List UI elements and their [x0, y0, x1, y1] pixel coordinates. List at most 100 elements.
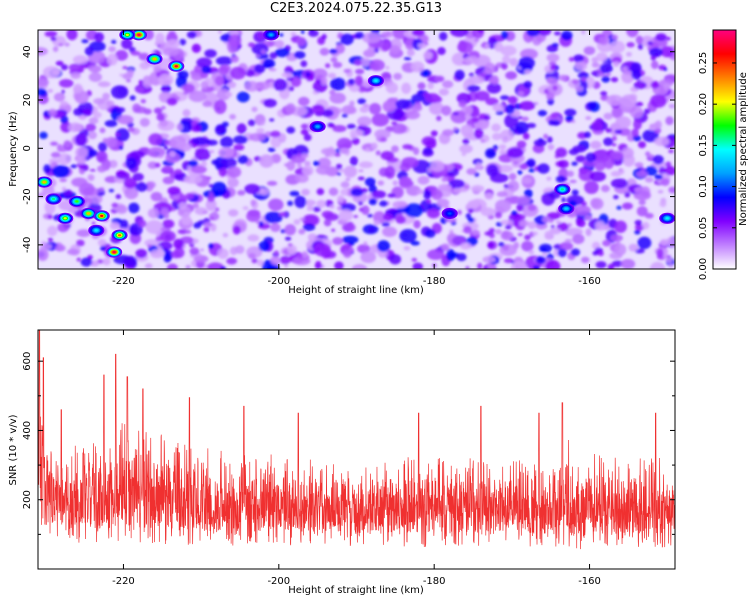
speckle-blob [346, 123, 356, 129]
speckle-blob [174, 168, 183, 175]
snr-line [38, 330, 675, 550]
speckle-blob [82, 109, 93, 117]
speckle-blob [659, 200, 667, 208]
speckle-blob [518, 219, 530, 227]
speckle-blob [323, 219, 332, 227]
speckle-blob [237, 190, 246, 196]
speckle-blob [284, 163, 289, 167]
speckle-blob [159, 230, 176, 242]
speckle-blob [504, 113, 519, 129]
speckle-blob [127, 127, 135, 133]
speckle-blob [636, 170, 648, 178]
speckle-blob [340, 181, 350, 189]
speckle-blob [374, 129, 391, 139]
speckle-blob [610, 170, 622, 177]
speckle-blob [364, 177, 376, 187]
speckle-blob [555, 147, 568, 158]
speckle-blob [533, 139, 547, 147]
speckle-blob [163, 252, 172, 263]
colorbar-gradient [712, 29, 737, 270]
speckle-blob [423, 92, 430, 98]
speckle-blob [584, 214, 593, 221]
speckle-blob [162, 47, 180, 57]
speckle-blob [466, 85, 481, 92]
speckle-blob [474, 119, 490, 131]
speckle-blob [115, 50, 129, 61]
speckle-blob [557, 248, 567, 258]
speckle-blob [124, 187, 139, 200]
speckle-blob [227, 177, 239, 188]
speckle-blob [125, 157, 137, 170]
speckle-blob [126, 79, 131, 83]
speckle-blob [205, 198, 217, 212]
speckle-blob [585, 228, 592, 237]
speckle-blob [110, 85, 129, 99]
speckle-blob [294, 195, 307, 209]
speckle-blob [635, 35, 643, 45]
speckle-blob [650, 261, 666, 269]
speckle-blob [227, 166, 242, 178]
speckle-blob [115, 194, 122, 200]
speckle-blob [221, 121, 229, 127]
speckle-blob [48, 237, 53, 242]
speckle-blob [474, 128, 484, 139]
speckle-blob [341, 222, 356, 233]
speckle-blob [70, 164, 77, 169]
speckle-blob [452, 188, 462, 194]
speckle-blob [270, 130, 281, 138]
speckle-blob [144, 239, 160, 247]
speckle-blob [526, 122, 537, 129]
speckle-blob [491, 123, 501, 132]
speckle-blob [492, 103, 504, 112]
speckle-blob [511, 210, 518, 216]
speckle-blob [460, 124, 474, 137]
speckle-blob [343, 68, 351, 74]
speckle-blob [610, 234, 623, 242]
spectrogram-speckle [38, 30, 675, 269]
speckle-blob [571, 189, 579, 196]
speckle-blob [423, 147, 433, 155]
x-tick-label: -180 [423, 276, 446, 287]
speckle-blob [336, 137, 353, 151]
speckle-blob [411, 30, 425, 37]
speckle-blob [555, 220, 562, 224]
speckle-blob [608, 40, 626, 54]
speckle-blob [441, 243, 450, 252]
speckle-blob [213, 210, 218, 214]
speckle-blob [533, 264, 541, 269]
speckle-blob [279, 33, 284, 37]
speckle-blob [436, 198, 450, 208]
spectrogram-x-label: Height of straight line (km) [288, 285, 424, 296]
speckle-blob [61, 64, 68, 71]
speckle-blob [620, 94, 637, 108]
speckle-blob [373, 47, 380, 53]
speckle-blob [89, 169, 96, 172]
hotspot [137, 33, 141, 36]
speckle-blob [314, 261, 322, 269]
speckle-blob [351, 264, 368, 269]
speckle-blob [99, 127, 106, 134]
speckle-blob [505, 224, 512, 230]
speckle-blob [523, 81, 533, 89]
speckle-blob [87, 149, 98, 157]
speckle-blob [471, 199, 481, 208]
speckle-blob [311, 104, 325, 115]
speckle-blob [442, 177, 448, 181]
speckle-blob [209, 216, 215, 221]
hotspot [269, 33, 273, 36]
speckle-blob [402, 144, 413, 150]
speckle-blob [301, 188, 310, 196]
snr-panel: -220 -200 -180 -160 200 400 600 Height of str… [8, 329, 676, 596]
speckle-blob [288, 86, 295, 92]
speckle-blob [456, 92, 472, 105]
speckle-blob [637, 141, 647, 149]
speckle-blob [535, 256, 546, 265]
speckle-blob [486, 164, 499, 177]
speckle-blob [368, 226, 375, 233]
speckle-blob [88, 117, 99, 125]
speckle-blob [621, 70, 635, 84]
speckle-blob [537, 163, 550, 174]
speckle-blob [176, 123, 183, 131]
hotspot [86, 212, 91, 215]
speckle-blob [268, 198, 284, 211]
